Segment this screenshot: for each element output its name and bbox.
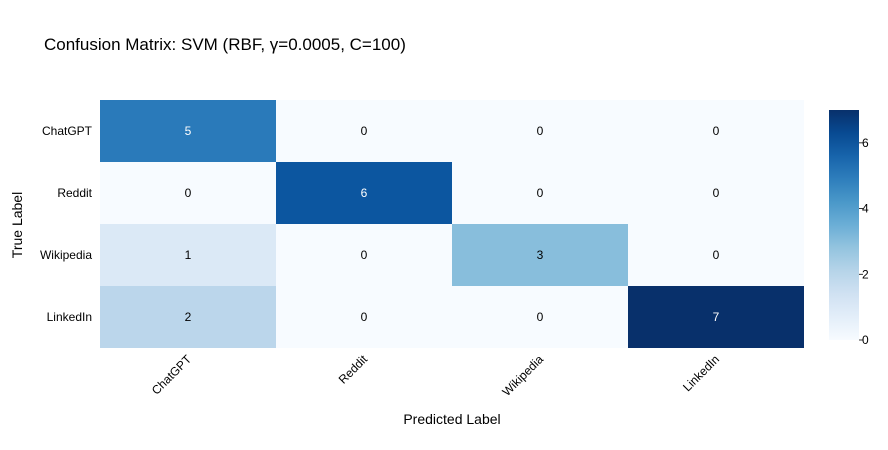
y-tick-label: Wikipedia <box>40 248 92 262</box>
cell-value-label: 6 <box>361 186 368 200</box>
heatmap-cell <box>628 162 804 224</box>
heatmap-cell <box>452 286 628 348</box>
heatmap-cell <box>628 286 804 348</box>
heatmap-cell <box>276 286 452 348</box>
x-axis-label: Predicted Label <box>403 411 500 427</box>
cell-value-label: 0 <box>537 124 544 138</box>
cell-value-label: 0 <box>361 310 368 324</box>
heatmap-cell <box>452 162 628 224</box>
cell-value-label: 5 <box>185 124 192 138</box>
heatmap-cells: 5 0 0 0 0 6 0 0 1 0 3 0 2 0 0 7 <box>100 100 804 348</box>
cell-value-label: 0 <box>713 124 720 138</box>
x-tick-label: ChatGPT <box>149 352 195 398</box>
y-tick-label: Reddit <box>57 186 92 200</box>
y-tick-label: LinkedIn <box>47 310 92 324</box>
x-tick-label: Reddit <box>336 352 371 387</box>
cell-value-label: 2 <box>185 310 192 324</box>
colorbar-tick-label: 4 <box>862 202 869 216</box>
colorbar-tick-label: 0 <box>862 333 869 347</box>
colorbar-ticks: 0 2 4 6 <box>859 136 869 347</box>
x-tick-label: Wikipedia <box>499 352 546 399</box>
y-tick-label: ChatGPT <box>42 124 93 138</box>
colorbar-tick-label: 2 <box>862 267 869 281</box>
y-tick-labels: ChatGPT Reddit Wikipedia LinkedIn <box>40 124 93 324</box>
y-axis-label: True Label <box>9 192 25 258</box>
cell-value-label: 0 <box>713 186 720 200</box>
cell-value-label: 7 <box>713 310 720 324</box>
cell-value-label: 0 <box>361 248 368 262</box>
cell-value-label: 0 <box>185 186 192 200</box>
heatmap-cell <box>100 162 276 224</box>
heatmap-cell <box>100 100 276 162</box>
chart-title: Confusion Matrix: SVM (RBF, γ=0.0005, C=… <box>44 35 406 54</box>
cell-value-label: 0 <box>361 124 368 138</box>
cell-value-label: 0 <box>537 186 544 200</box>
x-tick-label: LinkedIn <box>680 352 722 394</box>
heatmap-cell <box>276 100 452 162</box>
cell-value-label: 0 <box>713 248 720 262</box>
heatmap-cell <box>628 100 804 162</box>
heatmap-cell <box>100 286 276 348</box>
x-tick-labels: ChatGPT Reddit Wikipedia LinkedIn <box>149 352 722 399</box>
heatmap-cell <box>100 224 276 286</box>
colorbar-tick-label: 6 <box>862 136 869 150</box>
heatmap-cell <box>452 100 628 162</box>
heatmap-cell <box>452 224 628 286</box>
heatmap-cell <box>276 224 452 286</box>
cell-value-label: 3 <box>537 248 544 262</box>
heatmap-cell <box>276 162 452 224</box>
heatmap-cell <box>628 224 804 286</box>
cell-value-label: 0 <box>537 310 544 324</box>
colorbar <box>829 110 859 340</box>
cell-value-label: 1 <box>185 248 192 262</box>
